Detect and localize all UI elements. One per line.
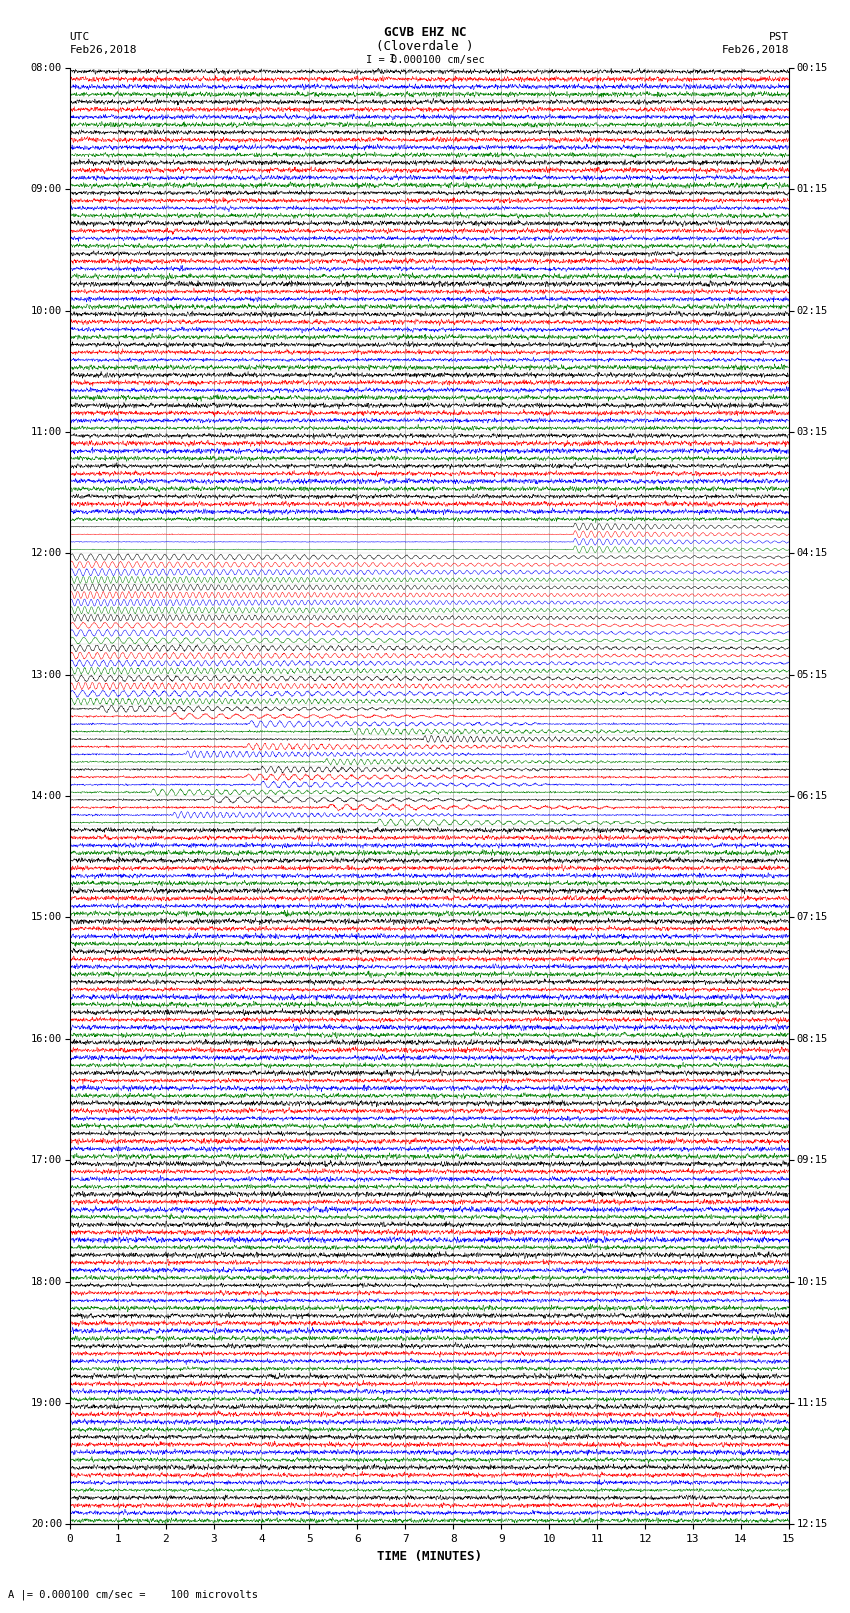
Text: Feb26,2018: Feb26,2018 <box>722 45 789 55</box>
Text: A |= 0.000100 cm/sec =    100 microvolts: A |= 0.000100 cm/sec = 100 microvolts <box>8 1589 258 1600</box>
Text: Feb26,2018: Feb26,2018 <box>70 45 137 55</box>
X-axis label: TIME (MINUTES): TIME (MINUTES) <box>377 1550 482 1563</box>
Text: GCVB EHZ NC: GCVB EHZ NC <box>383 26 467 39</box>
Text: I = 0.000100 cm/sec: I = 0.000100 cm/sec <box>366 55 484 65</box>
Text: I: I <box>389 53 396 65</box>
Text: (Cloverdale ): (Cloverdale ) <box>377 40 473 53</box>
Text: PST: PST <box>768 32 789 42</box>
Text: UTC: UTC <box>70 32 90 42</box>
